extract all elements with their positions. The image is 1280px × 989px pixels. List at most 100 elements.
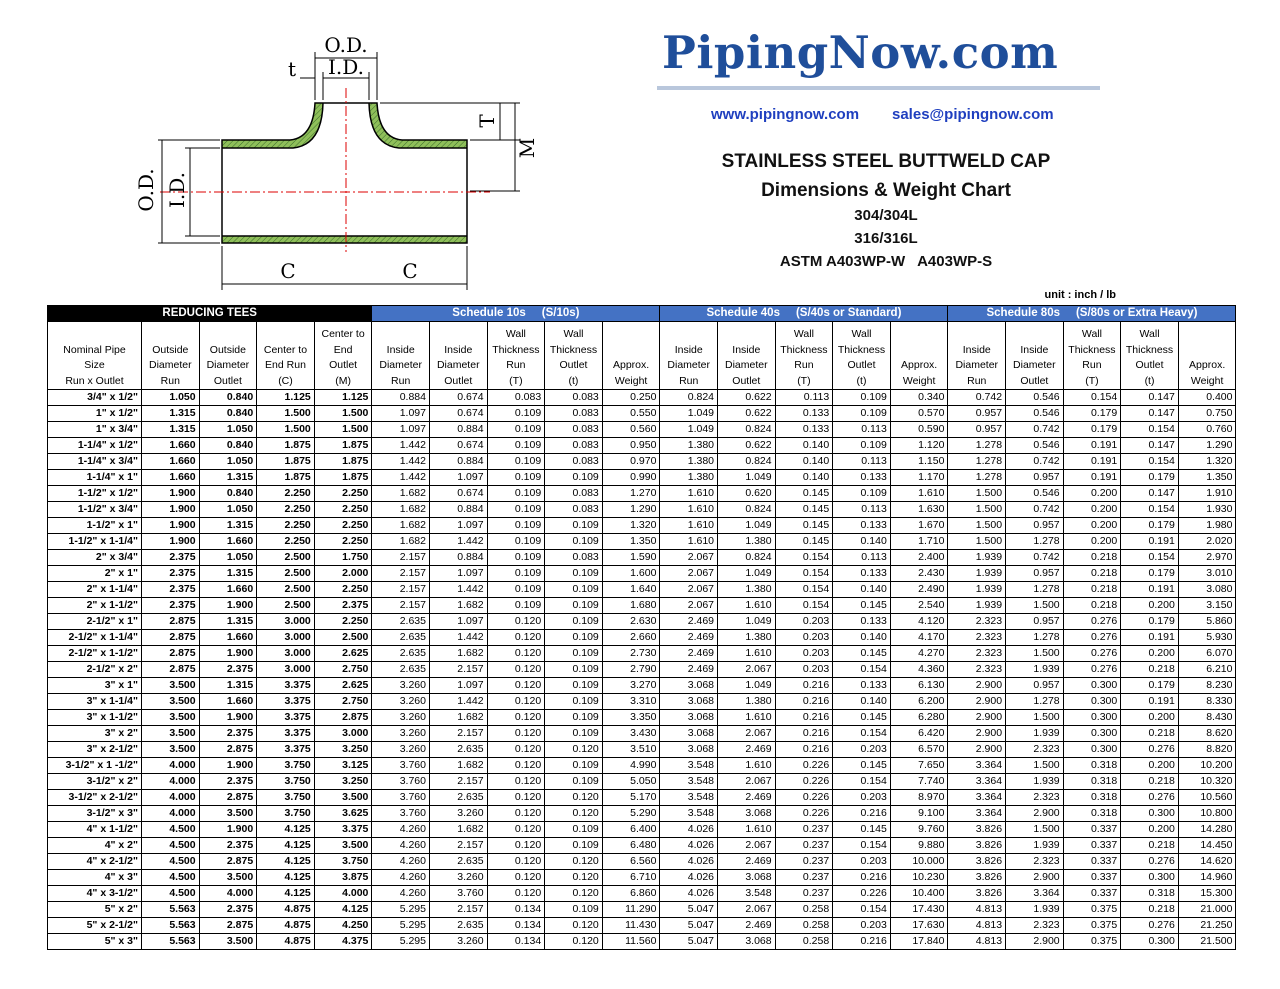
table-row: 4" x 2" 4.500 2.375 4.125 3.500 4.260 2.157 0.1… (47, 837, 1237, 854)
cell: 1.442 (428, 629, 488, 646)
cell: 0.742 (1005, 453, 1064, 470)
cell: 0.300 (1062, 725, 1122, 742)
cell: 0.226 (774, 789, 834, 806)
cell: 0.120 (486, 613, 546, 630)
cell: 0.147 (1120, 405, 1179, 422)
column-header-line: Outlet (213, 374, 242, 387)
column-header-line: Wall (1139, 328, 1160, 340)
cell: 3.760 (371, 789, 430, 806)
cell: 1.380 (717, 533, 776, 550)
cell: 1.315 (198, 565, 258, 582)
cell: 0.191 (1120, 581, 1179, 598)
cell: 2.067 (717, 837, 776, 854)
cell: 3.150 (1177, 597, 1237, 614)
table-row: 1-1/4" x 1" 1.660 1.315 1.875 1.875 1.442 1.09… (47, 469, 1237, 486)
cell: 3.080 (1177, 581, 1237, 598)
email-link[interactable]: sales@pipingnow.com (892, 106, 1054, 123)
column-header-line: Inside (732, 343, 761, 356)
cell: 3.364 (947, 805, 1007, 822)
cell: 1.500 (1005, 757, 1064, 774)
cell: 0.109 (544, 901, 603, 918)
cell: 0.300 (1120, 805, 1179, 822)
cell: 2.900 (947, 693, 1007, 710)
cell: 3.500 (313, 837, 373, 854)
cell: 1.500 (256, 405, 315, 422)
cell: 0.840 (198, 485, 258, 502)
cell: 8.330 (1177, 693, 1237, 710)
cell: 1.380 (717, 581, 776, 598)
cell: 0.300 (1062, 677, 1122, 694)
column-header-line: Diameter (206, 359, 250, 371)
cell: 0.109 (486, 597, 546, 614)
cell: 0.884 (371, 389, 430, 406)
column-header-line: Diameter (436, 359, 480, 371)
column-header-line: Inside (444, 343, 473, 356)
table-row: 3" x 1-1/4" 3.500 1.660 3.375 2.750 3.260 1.44… (47, 693, 1237, 710)
cell: 0.120 (544, 885, 603, 902)
table-row: 4" x 1-1/2" 4.500 1.900 4.125 3.375 4.260 1.68… (47, 821, 1237, 838)
cell: 1.939 (1005, 837, 1064, 854)
grade: 304/304L (854, 207, 918, 224)
cell: 2.469 (717, 917, 776, 934)
cell: 2.469 (659, 645, 719, 662)
cell: 0.226 (832, 885, 891, 902)
cell: 1.900 (198, 645, 258, 662)
cell: 1.049 (717, 677, 776, 694)
cell: 1.500 (1005, 821, 1064, 838)
cell: 2.157 (428, 901, 488, 918)
cell: 3.375 (313, 821, 373, 838)
cell: 2.500 (256, 597, 315, 614)
cell: 0.957 (1005, 469, 1064, 486)
cell: 0.550 (601, 405, 661, 422)
cell: 1.682 (428, 709, 488, 726)
cell: 3.826 (947, 853, 1007, 870)
column-header: Approx. Weight (889, 321, 949, 390)
cell: 6.210 (1177, 661, 1237, 678)
cell: 1.750 (313, 549, 373, 566)
cell: 0.318 (1062, 789, 1122, 806)
cell: 2.250 (313, 613, 373, 630)
cell: 0.120 (486, 629, 546, 646)
column-header-line: Wall (505, 328, 526, 340)
column-header-line: Outlet (444, 374, 473, 387)
cell: 1.660 (141, 469, 200, 486)
cell: 1.500 (947, 485, 1007, 502)
cell: 1.278 (947, 469, 1007, 486)
column-header-line: Diameter (379, 359, 422, 371)
cell: 3.260 (428, 805, 488, 822)
cell: 0.276 (1062, 613, 1122, 630)
cell: 0.237 (774, 853, 834, 870)
column-header-line: Run (679, 374, 699, 387)
group-header: Schedule 80s (S/80s or Extra Heavy) (947, 305, 1237, 322)
table-row: 1-1/2" x 1/2" 1.900 0.840 2.250 2.250 1.682 0.… (47, 485, 1237, 502)
column-header-line: Diameter (667, 359, 711, 371)
table-row: 2-1/2" x 2" 2.875 2.375 3.000 2.750 2.635 2.15… (47, 661, 1237, 678)
cell: 4.000 (141, 789, 200, 806)
table-row: 5" x 3" 5.563 3.500 4.875 4.375 5.295 3.260 0.1… (47, 933, 1237, 950)
cell: 1.097 (371, 421, 430, 438)
cell: 3.500 (198, 805, 258, 822)
table-row: 3-1/2" x 2" 4.000 2.375 3.750 3.250 3.760 2.15… (47, 773, 1237, 790)
cell: 3.068 (717, 869, 776, 886)
cell: 1.500 (947, 501, 1007, 518)
cell: 0.375 (1062, 917, 1122, 934)
column-header: Inside Diameter Run (371, 321, 430, 390)
cell: 0.300 (1062, 693, 1122, 710)
cell: 2.900 (947, 725, 1007, 742)
cell: 1.315 (141, 405, 200, 422)
column-header-line: Weight (1190, 374, 1224, 387)
cell: 5.295 (371, 917, 430, 934)
pipe-size: 3" x 1" (47, 677, 142, 694)
pipe-size: 4" x 2-1/2" (47, 853, 142, 870)
cell: 1.900 (141, 501, 200, 518)
cell: 10.320 (1177, 773, 1237, 790)
cell: 2.157 (428, 661, 488, 678)
cell: 0.226 (774, 757, 834, 774)
pipe-size: 4" x 3-1/2" (47, 885, 142, 902)
cell: 0.109 (486, 549, 546, 566)
cell: 3.548 (659, 773, 719, 790)
cell: 0.750 (1177, 405, 1237, 422)
column-header: Outside Diameter Outlet (198, 321, 258, 390)
website-link[interactable]: www.pipingnow.com (711, 106, 860, 123)
cell: 4.250 (313, 917, 373, 934)
